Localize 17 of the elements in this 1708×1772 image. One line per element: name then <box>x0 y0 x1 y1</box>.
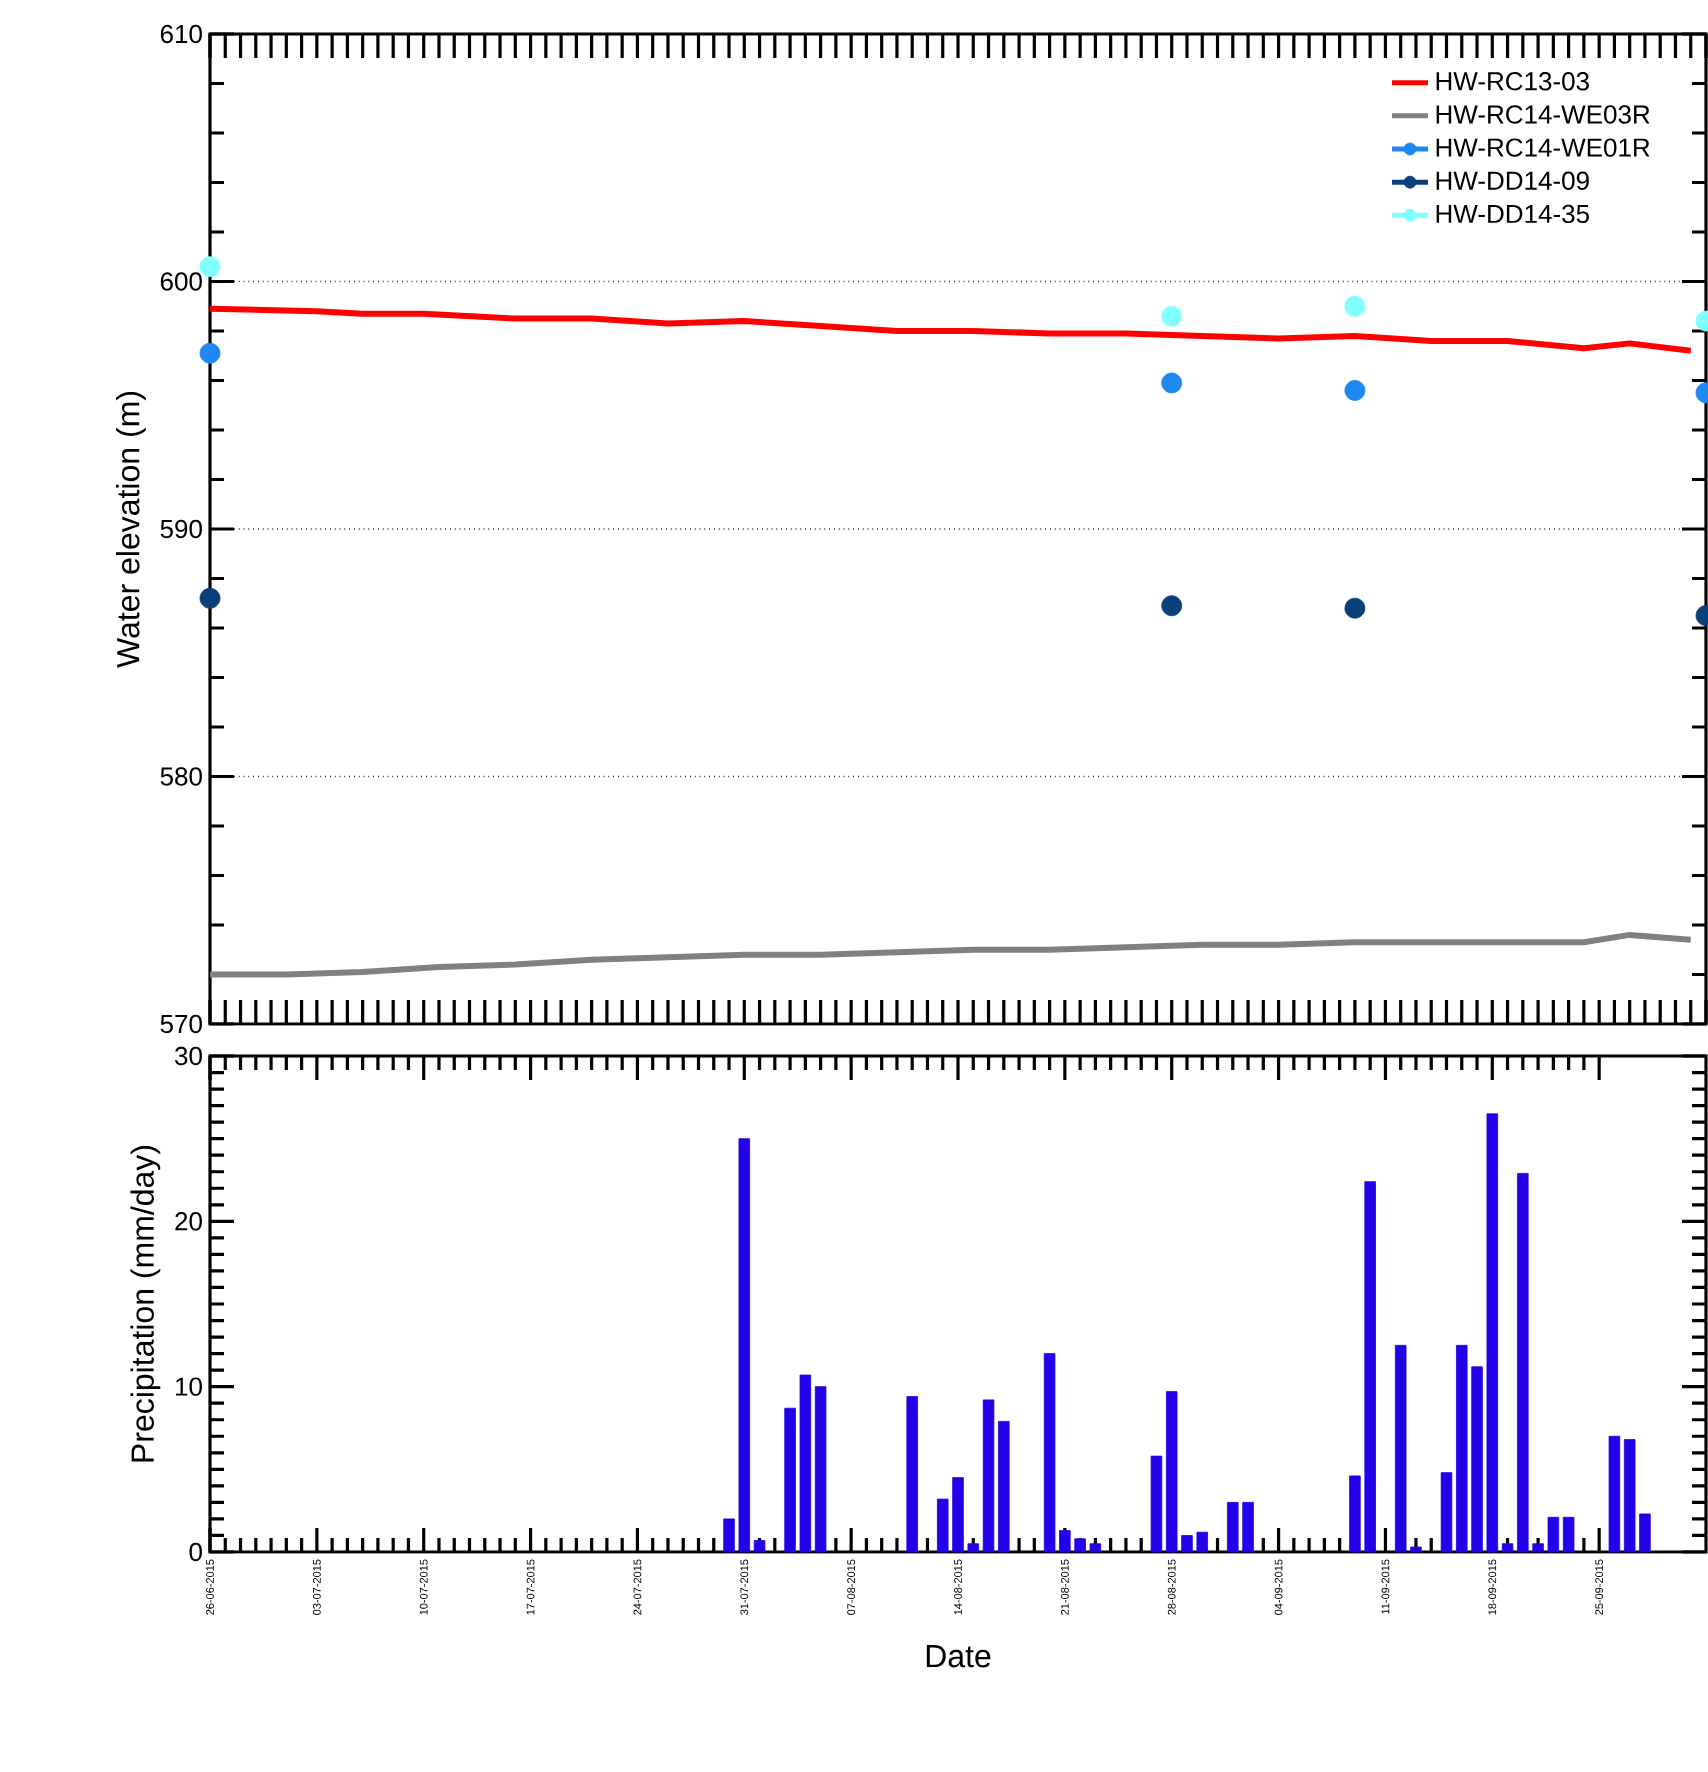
y-tick-label: 610 <box>160 24 202 44</box>
y-tick-label: 10 <box>175 1377 202 1396</box>
y-tick-label: 20 <box>175 1212 202 1231</box>
legend-label: HW-RC14-WE03R <box>1436 105 1650 124</box>
legend-label: HW-RC13-03 <box>1436 72 1589 91</box>
y-tick-label: 0 <box>189 1542 202 1562</box>
legend-label: HW-RC14-WE01R <box>1436 138 1650 157</box>
y-tick-label: 30 <box>175 1046 202 1066</box>
y-tick-label: 600 <box>160 272 202 291</box>
legend-label: HW-DD14-09 <box>1436 171 1589 190</box>
x-axis-title: Date <box>926 1645 991 1668</box>
y-tick-label: 570 <box>160 1014 202 1034</box>
y-axis-title: Water elevation (m) <box>116 392 146 668</box>
legend-label: HW-DD14-35 <box>1436 204 1589 224</box>
y-tick-label: 580 <box>160 767 202 786</box>
y-axis-title: Precipitation (mm/day) <box>130 1146 161 1462</box>
y-tick-label: 590 <box>160 519 202 539</box>
